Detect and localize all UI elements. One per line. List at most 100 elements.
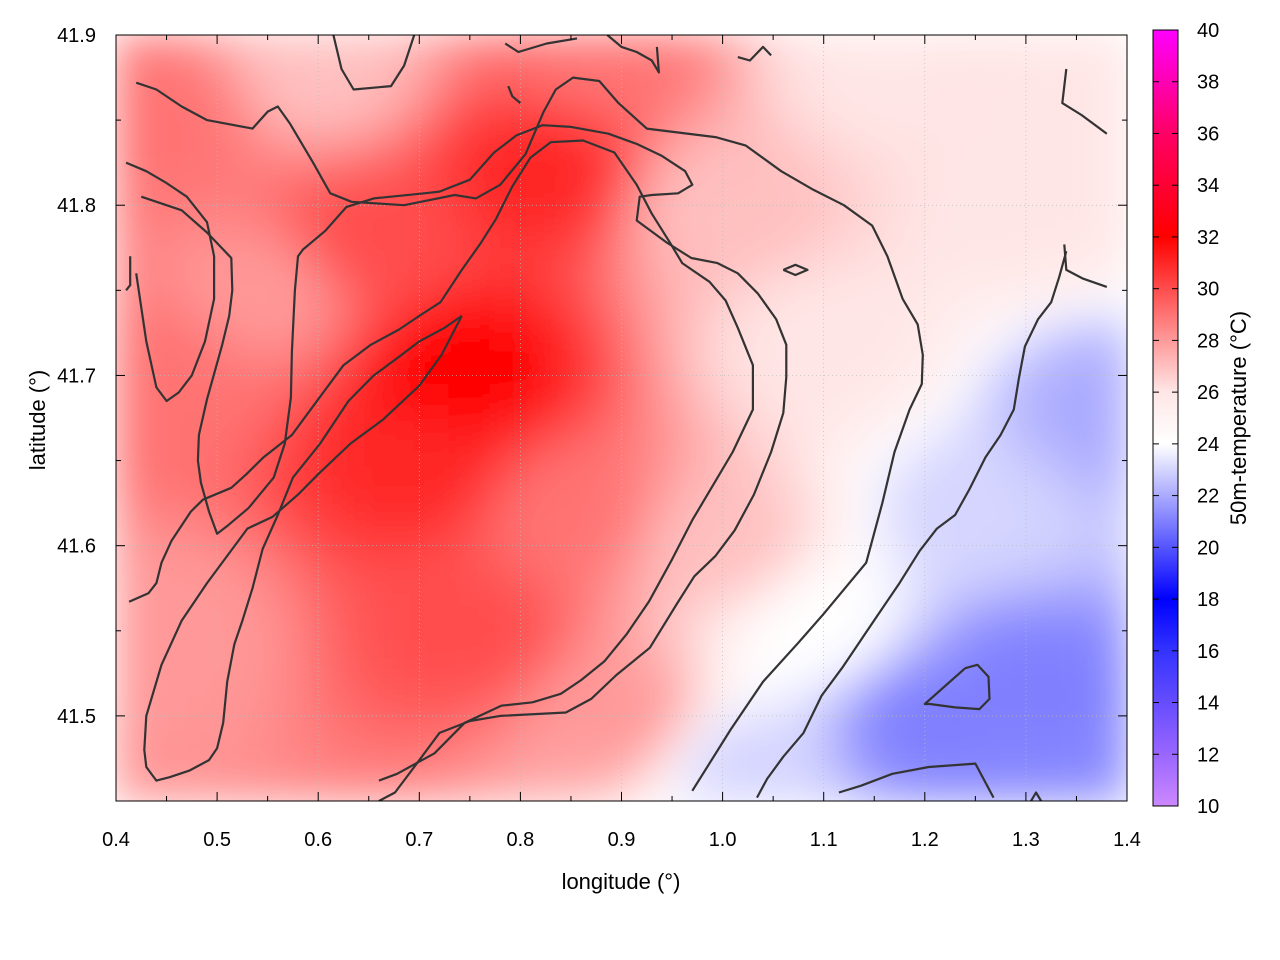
heat-cell [1100, 187, 1127, 215]
heat-cell [291, 212, 320, 241]
heat-cell [140, 595, 168, 624]
heat-cell [949, 774, 977, 801]
heat-cell [898, 723, 926, 751]
heat-cell [494, 621, 522, 649]
heat-cell [393, 723, 421, 751]
heat-cell [772, 417, 800, 445]
heat-cell [544, 35, 572, 62]
heat-cell [1024, 519, 1053, 547]
heat-cell [418, 391, 446, 419]
heat-cell [266, 570, 294, 598]
heat-cell [190, 697, 219, 726]
heat-cell [468, 672, 497, 700]
heat-cell [393, 595, 421, 624]
heat-cell [620, 672, 648, 700]
y-tick-label: 41.5 [57, 706, 96, 728]
heat-cell [342, 468, 370, 496]
heat-cell [721, 468, 749, 496]
heat-cell [494, 468, 522, 496]
heat-cell [1075, 697, 1103, 726]
heat-cell [620, 442, 648, 471]
heat-cell [317, 697, 345, 726]
heat-cell [696, 519, 724, 547]
heat-cell [746, 289, 775, 317]
heat-cell [1024, 365, 1053, 394]
heat-cell [1100, 365, 1127, 394]
contour-line [756, 250, 1068, 799]
heat-cell [443, 391, 471, 419]
heat-cell [1075, 519, 1103, 547]
heat-cell [645, 442, 674, 471]
heat-cell [317, 646, 345, 675]
heat-cell [241, 59, 269, 88]
heat-cell [241, 136, 269, 164]
heat-cell [468, 468, 497, 496]
heat-cell [216, 570, 244, 598]
heat-cell [595, 289, 623, 317]
heat-cell [595, 161, 623, 190]
heat-cell [949, 365, 977, 394]
heat-cell [898, 314, 926, 343]
heat-cell [116, 365, 143, 394]
heat-cell [544, 493, 572, 522]
y-axis-title: latitude (°) [25, 370, 50, 471]
heat-cell [418, 110, 446, 139]
heat-cell [241, 161, 269, 190]
heat-cell [291, 35, 320, 62]
heat-cell [847, 314, 876, 343]
heat-cell [721, 85, 749, 113]
heat-cell [494, 544, 522, 573]
heat-cell [949, 570, 977, 598]
heat-cell [696, 442, 724, 471]
heat-cell [746, 59, 775, 88]
heat-cell [873, 59, 901, 88]
heat-cell [671, 187, 699, 215]
x-tick-label: 0.6 [304, 829, 332, 851]
heat-cell [519, 391, 547, 419]
heat-cell [797, 340, 825, 368]
heat-cell [923, 59, 952, 88]
heat-cell [974, 544, 1002, 573]
heat-cell [393, 161, 421, 190]
heat-cell [923, 35, 952, 62]
heat-cell [342, 136, 370, 164]
heat-cell [974, 570, 1002, 598]
heat-cell [544, 468, 572, 496]
heat-cell [974, 493, 1002, 522]
heat-cell [569, 391, 598, 419]
heat-cell [1100, 672, 1127, 700]
heat-cell [165, 238, 193, 266]
heat-cell [165, 544, 193, 573]
heat-cell [1050, 340, 1078, 368]
heat-cell [898, 161, 926, 190]
heat-cell [367, 570, 396, 598]
contour-line [838, 762, 995, 799]
heat-cell [645, 748, 674, 777]
heat-cell [847, 748, 876, 777]
heat-cell [140, 263, 168, 292]
heat-cell [898, 263, 926, 292]
heat-cell [443, 672, 471, 700]
heat-cell [746, 646, 775, 675]
heat-cell [1024, 544, 1053, 573]
heat-cell [367, 519, 396, 547]
heat-cell [822, 468, 850, 496]
heat-cell [772, 723, 800, 751]
heat-cell [266, 289, 294, 317]
heat-cell [772, 35, 800, 62]
heat-cell [216, 212, 244, 241]
heat-cell [1075, 544, 1103, 573]
heat-cell [418, 238, 446, 266]
heat-cell [974, 263, 1002, 292]
heat-cell [620, 391, 648, 419]
heat-cell [645, 544, 674, 573]
heat-cell [116, 161, 143, 190]
heat-cell [746, 85, 775, 113]
heat-cell [544, 314, 572, 343]
heat-cell [847, 570, 876, 598]
heat-cell [468, 85, 497, 113]
heat-cell [569, 544, 598, 573]
heat-cell [923, 161, 952, 190]
heat-cell [443, 212, 471, 241]
heat-cell [443, 774, 471, 801]
